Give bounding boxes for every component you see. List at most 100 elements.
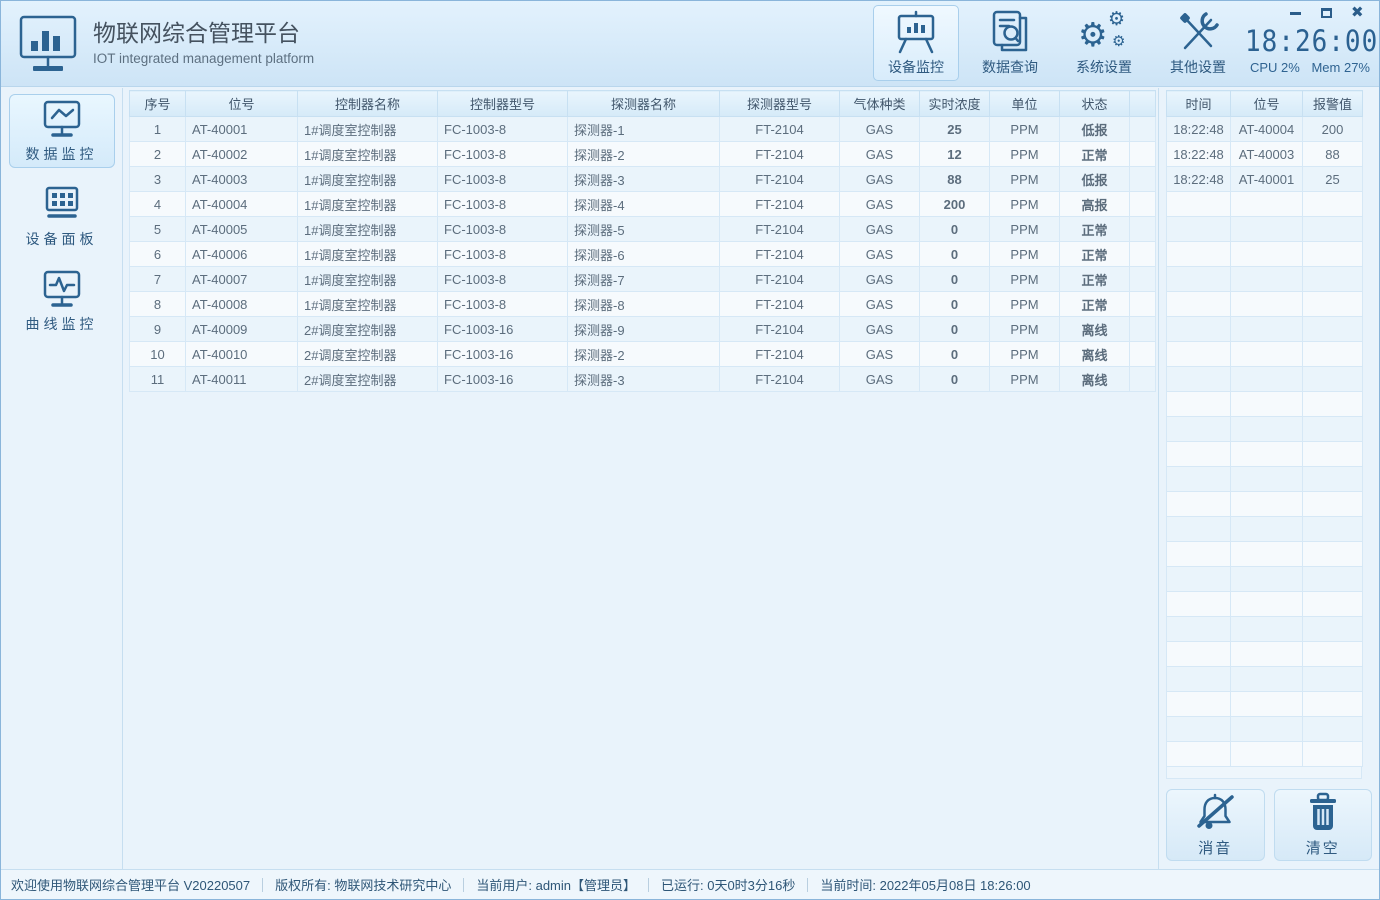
- alarm-empty-row: [1166, 516, 1363, 542]
- status-badge: 离线: [1059, 316, 1130, 342]
- alarm-empty-row: [1166, 241, 1363, 267]
- table-row[interactable]: 8 AT-40008 1#调度室控制器 FC-1003-8 探测器-8 FT-2…: [129, 291, 1156, 317]
- toolbar-other-settings-button[interactable]: 其他设置: [1155, 5, 1241, 81]
- alarm-empty-row: [1166, 541, 1363, 567]
- alarm-table: 时间 位号 报警值 18:22:48 AT-40004 200 18:22:48…: [1166, 90, 1363, 767]
- alarm-panel: 时间 位号 报警值 18:22:48 AT-40004 200 18:22:48…: [1158, 88, 1379, 869]
- system-load: CPU 2% Mem 27%: [1245, 60, 1375, 75]
- table-row[interactable]: 1 AT-40001 1#调度室控制器 FC-1003-8 探测器-1 FT-2…: [129, 116, 1156, 142]
- table-header-row: 序号 位号 控制器名称 控制器型号 探测器名称 探测器型号 气体种类 实时浓度 …: [129, 90, 1156, 117]
- status-badge: 离线: [1059, 341, 1130, 367]
- table-row[interactable]: 5 AT-40005 1#调度室控制器 FC-1003-8 探测器-5 FT-2…: [129, 216, 1156, 242]
- top-toolbar: 设备监控 数据查询 ⚙ ⚙ ⚙: [873, 5, 1241, 81]
- toolbar-device-monitor-button[interactable]: 设备监控: [873, 5, 959, 81]
- statusbar-separator: [648, 877, 649, 892]
- sidebar-item-device-panel[interactable]: 设备面板: [9, 179, 115, 253]
- status-badge: 高报: [1059, 191, 1130, 217]
- window-controls: ✖: [1289, 4, 1365, 21]
- table-row[interactable]: 9 AT-40009 2#调度室控制器 FC-1003-16 探测器-9 FT-…: [129, 316, 1156, 342]
- monitor-chart-icon: [43, 100, 80, 137]
- sidebar-item-label: 曲线监控: [25, 316, 98, 332]
- table-row[interactable]: 6 AT-40006 1#调度室控制器 FC-1003-8 探测器-6 FT-2…: [129, 241, 1156, 267]
- mute-button[interactable]: 消音: [1166, 789, 1265, 861]
- main-content: 序号 位号 控制器名称 控制器型号 探测器名称 探测器型号 气体种类 实时浓度 …: [124, 88, 1157, 869]
- status-badge: 正常: [1059, 266, 1130, 292]
- device-panel-grid-icon: [45, 186, 78, 218]
- bell-mute-icon: [1197, 793, 1234, 829]
- alarm-empty-row: [1166, 741, 1363, 767]
- alarm-empty-row: [1166, 716, 1363, 742]
- table-row[interactable]: 4 AT-40004 1#调度室控制器 FC-1003-8 探测器-4 FT-2…: [129, 191, 1156, 217]
- alarm-empty-row: [1166, 416, 1363, 442]
- mute-button-label: 消音: [1198, 840, 1233, 857]
- sidebar-item-label: 数据监控: [25, 146, 98, 162]
- toolbar-data-query-button[interactable]: 数据查询: [967, 5, 1053, 81]
- alarm-actions: 消音 清空: [1166, 789, 1372, 861]
- statusbar-current-user: 当前用户: admin【管理员】: [476, 878, 636, 893]
- sidebar-nav: 数据监控 设备面板 曲线监控: [1, 88, 123, 869]
- alarm-empty-row: [1166, 691, 1363, 717]
- alarm-empty-row: [1166, 366, 1363, 392]
- table-row[interactable]: 10 AT-40010 2#调度室控制器 FC-1003-16 探测器-2 FT…: [129, 341, 1156, 367]
- maximize-icon[interactable]: [1320, 7, 1334, 19]
- statusbar-separator: [807, 877, 809, 892]
- col-detector-model: 探测器型号: [719, 90, 840, 117]
- status-badge: 离线: [1059, 366, 1130, 392]
- close-icon[interactable]: ✖: [1351, 4, 1364, 21]
- alarm-empty-row: [1166, 491, 1363, 517]
- toolbar-button-label: 数据查询: [982, 58, 1038, 75]
- minimize-icon[interactable]: [1289, 7, 1303, 19]
- alarm-empty-row: [1166, 291, 1363, 317]
- status-bar: 欢迎使用物联网综合管理平台 V20220507 版权所有: 物联网技术研究中心 …: [1, 869, 1379, 899]
- alarm-table-footer-strip: [1166, 767, 1362, 779]
- statusbar-current-time: 当前时间: 2022年05月08日 18:26:00: [820, 878, 1031, 893]
- col-no: 序号: [129, 90, 186, 117]
- status-badge: 低报: [1059, 116, 1130, 142]
- alarm-row[interactable]: 18:22:48 AT-40003 88: [1166, 141, 1363, 167]
- sidebar-item-data-monitor[interactable]: 数据监控: [8, 94, 115, 168]
- system-settings-gears-icon: ⚙ ⚙ ⚙: [1078, 8, 1126, 53]
- device-monitor-icon: [893, 10, 939, 54]
- data-query-icon: [987, 10, 1033, 54]
- sidebar-item-curve-monitor[interactable]: 曲线监控: [9, 264, 115, 338]
- toolbar-button-label: 其他设置: [1170, 58, 1226, 75]
- col-tag: 位号: [185, 90, 298, 117]
- col-alarm-time: 时间: [1166, 90, 1231, 117]
- table-row[interactable]: 3 AT-40003 1#调度室控制器 FC-1003-8 探测器-3 FT-2…: [129, 166, 1156, 192]
- col-controller-name: 控制器名称: [297, 90, 438, 117]
- table-row[interactable]: 11 AT-40011 2#调度室控制器 FC-1003-16 探测器-3 FT…: [129, 366, 1156, 392]
- col-status: 状态: [1059, 90, 1130, 117]
- col-detector-name: 探测器名称: [567, 90, 720, 117]
- col-filler: [1129, 90, 1156, 117]
- status-badge: 正常: [1059, 216, 1130, 242]
- col-unit: 单位: [989, 90, 1060, 117]
- statusbar-separator: [463, 877, 465, 892]
- cpu-usage: CPU 2%: [1249, 60, 1300, 75]
- alarm-empty-row: [1166, 341, 1363, 367]
- status-badge: 正常: [1059, 241, 1130, 267]
- statusbar-separator: [262, 877, 264, 892]
- col-controller-model: 控制器型号: [437, 90, 568, 117]
- trash-icon: [1309, 792, 1336, 830]
- alarm-empty-row: [1166, 216, 1363, 242]
- alarm-empty-row: [1166, 191, 1363, 217]
- alarm-empty-row: [1166, 316, 1363, 342]
- alarm-row[interactable]: 18:22:48 AT-40001 25: [1166, 166, 1363, 192]
- alarm-empty-row: [1166, 441, 1363, 467]
- col-realtime-value: 实时浓度: [919, 90, 990, 117]
- toolbar-system-settings-button[interactable]: ⚙ ⚙ ⚙ 系统设置: [1061, 5, 1147, 81]
- page-subtitle: IOT integrated management platform: [93, 51, 315, 66]
- clear-button[interactable]: 清空: [1273, 789, 1372, 861]
- table-row[interactable]: 7 AT-40007 1#调度室控制器 FC-1003-8 探测器-7 FT-2…: [129, 266, 1156, 292]
- title-bar: 物联网综合管理平台 IOT integrated management plat…: [1, 1, 1379, 87]
- alarm-empty-row: [1166, 666, 1363, 692]
- alarm-empty-row: [1166, 591, 1363, 617]
- status-badge: 正常: [1059, 141, 1130, 167]
- col-alarm-tag: 位号: [1230, 90, 1303, 117]
- alarm-row[interactable]: 18:22:48 AT-40004 200: [1166, 116, 1363, 142]
- table-row[interactable]: 2 AT-40002 1#调度室控制器 FC-1003-8 探测器-2 FT-2…: [129, 141, 1156, 167]
- alarm-rows: 18:22:48 AT-40004 200 18:22:48 AT-40003 …: [1166, 116, 1363, 767]
- page-title: 物联网综合管理平台: [93, 20, 300, 46]
- statusbar-welcome: 欢迎使用物联网综合管理平台 V20220507: [11, 878, 251, 893]
- monitor-pulse-icon: [43, 270, 80, 307]
